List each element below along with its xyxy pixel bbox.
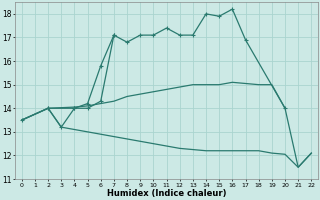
X-axis label: Humidex (Indice chaleur): Humidex (Indice chaleur) (107, 189, 226, 198)
